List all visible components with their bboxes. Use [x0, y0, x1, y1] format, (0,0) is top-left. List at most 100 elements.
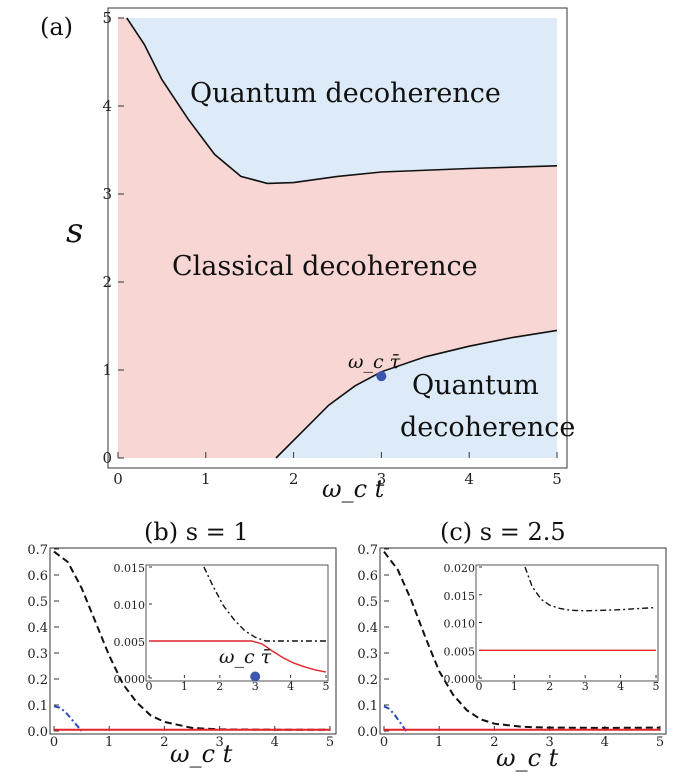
panel-b-ytick-label: 0.5: [27, 595, 48, 610]
panel-b-inset-ytick-label: 0.005: [114, 636, 146, 649]
panel-a-tau-marker: [376, 371, 387, 382]
panel-b-inset-series-0: [203, 566, 326, 642]
panel-b-ytick-label: 0.3: [27, 647, 48, 662]
panel-c-inset-xtick-label: 1: [511, 680, 518, 693]
panel-b-inset-ticks: 0 1 2 3 4 5 0.000 0.005 0.010 0.015: [114, 562, 330, 693]
panel-b-ytick-label: 0.0: [27, 725, 48, 740]
panel-a-xtick-label: 4: [464, 470, 474, 488]
panel-a-label: (a): [40, 13, 73, 41]
panel-a-xtick-label: 3: [377, 470, 387, 488]
panel-a-ytick-label: 1: [102, 361, 112, 379]
panel-c-xlabel: ω_c t: [496, 744, 559, 772]
panel-c-inset-ytick-label: 0.015: [444, 590, 476, 603]
panel-c-ytick-label: 0.6: [357, 569, 378, 584]
panel-a-ytick-label: 0: [102, 449, 112, 467]
panel-b: (b) s = 1 0 1 2 3 4 5 0.0 0.1 0.2 0.3 0.4 0.5 0.6 0.7…: [27, 518, 337, 768]
panel-a-upper-boundary: [126, 17, 558, 185]
panel-b-xlabel: ω_c t: [170, 740, 233, 768]
region-label-upper: Quantum decoherence: [190, 78, 501, 109]
panel-b-tau-marker: [250, 671, 261, 682]
panel-c-title: (c) s = 2.5: [440, 518, 566, 546]
panel-b-ticks: 0 1 2 3 4 5 0.0 0.1 0.2 0.3 0.4 0.5 0.6 0.7: [27, 543, 334, 750]
panel-a-xtick-label: 5: [552, 470, 562, 488]
region-label-middle: Classical decoherence: [172, 251, 478, 282]
panel-c-ytick-label: 0.5: [357, 595, 378, 610]
panel-c-xtick-label: 4: [601, 735, 609, 750]
panel-a-ticks: 0 1 2 3 4 5 0 1 2 3 4 5: [102, 9, 561, 488]
panel-b-ytick-label: 0.2: [27, 673, 48, 688]
panel-c-inset-ytick-label: 0.005: [444, 645, 476, 658]
panel-c-inset-ticks: 0 1 2 3 4 5 0.000 0.005 0.010 0.015 0.020: [444, 562, 660, 693]
panel-c-inset-ytick-label: 0.010: [444, 618, 476, 631]
panel-c-inset-xtick-label: 3: [582, 680, 589, 693]
panel-c-xtick-label: 5: [656, 735, 664, 750]
panel-c-inset-series: [479, 566, 657, 651]
panel-c-inset-frame: [475, 564, 659, 682]
panel-b-ytick-label: 0.4: [27, 621, 48, 636]
panel-c-xtick-label: 2: [490, 735, 498, 750]
panel-c: (c) s = 2.5 0 1 2 3 4 50.00.10.20.30.40.50.60…: [357, 518, 667, 772]
panel-b-xtick-label: 5: [326, 735, 334, 750]
panel-c-inset-xtick-label: 2: [546, 680, 553, 693]
panel-b-ytick-label: 0.1: [27, 699, 48, 714]
panel-a-marker-label: ω_c τ̄: [348, 351, 401, 373]
region-label-lower-line2: decoherence: [400, 412, 575, 443]
panel-b-inset-xtick-label: 2: [216, 680, 223, 693]
panel-a-ytick-label: 5: [102, 9, 112, 27]
panel-b-inset-ytick-label: 0.000: [114, 673, 146, 686]
panel-b-xtick-label: 1: [105, 735, 113, 750]
panel-c-inset-xtick-label: 5: [653, 680, 660, 693]
panel-c-ytick-label: 0.1: [357, 699, 378, 714]
panel-a-xtick-label: 0: [113, 470, 123, 488]
panel-c-inset-ytick-label: 0.000: [444, 673, 476, 686]
panel-c-inset-xtick-label: 4: [617, 680, 624, 693]
panel-b-inset-series-1: [149, 640, 327, 673]
panel-c-ticks: 0 1 2 3 4 5 0.0 0.1 0.2 0.3 0.4 0.5 0.6 0.7: [357, 543, 664, 750]
panel-c-series-1: [383, 705, 407, 732]
region-label-lower-line1: Quantum: [412, 370, 539, 401]
panel-b-xtick-label: 3: [215, 735, 223, 750]
panel-b-ytick-label: 0.7: [27, 543, 48, 558]
panel-a-region-quantum-upper: [126, 18, 558, 184]
panel-b-inset-xtick-label: 4: [287, 680, 294, 693]
panel-a-ytick-label: 3: [102, 185, 112, 203]
panel-b-series: [53, 550, 330, 732]
panel-a-xtick-label: 2: [289, 470, 299, 488]
panel-b-inset-series: [149, 566, 327, 673]
panel-a-region-quantum-lower: [276, 330, 557, 458]
panel-b-title: (b) s = 1: [144, 518, 249, 546]
panel-b-xtick-label: 2: [160, 735, 168, 750]
panel-a-ytick-label: 4: [102, 97, 112, 115]
panel-b-inset-xtick-label: 1: [181, 680, 188, 693]
panel-a-ytick-label: 2: [102, 273, 112, 291]
panel-c-xtick-label: 1: [435, 735, 443, 750]
panel-a: 0 1 2 3 4 5 0 1 2 3 4 5 (a) s ω_c t Quantum decoher…: [40, 7, 575, 503]
panel-c-inset-ytick-label: 0.020: [444, 562, 476, 575]
panel-c-ytick-label: 0.2: [357, 673, 378, 688]
panel-a-xlabel: ω_c t: [322, 475, 385, 503]
panel-c-ytick-label: 0.3: [357, 647, 378, 662]
panel-c-ytick-label: 0.0: [357, 725, 378, 740]
panel-c-ytick-label: 0.7: [357, 543, 378, 558]
panel-b-inset-ytick-label: 0.015: [114, 562, 146, 575]
panel-b-inset-ytick-label: 0.010: [114, 599, 146, 612]
panel-b-marker-label: ω_c τ̄: [219, 646, 272, 668]
panel-c-inset-xtick-label: 0: [476, 680, 483, 693]
panel-c-series-0: [383, 550, 661, 729]
panel-c-xtick-label: 3: [545, 735, 553, 750]
panel-b-series-1: [53, 705, 83, 732]
panel-b-inset-xtick-label: 3: [252, 680, 259, 693]
panel-b-inset-xtick-label: 0: [146, 680, 153, 693]
panel-b-xtick-label: 4: [271, 735, 279, 750]
panel-a-xtick-label: 1: [201, 470, 211, 488]
panel-c-ytick-label: 0.4: [357, 621, 378, 636]
panel-c-series: [383, 550, 661, 732]
panel-a-ylabel: s: [66, 211, 83, 251]
panel-c-xtick-label: 0: [380, 735, 388, 750]
panel-a-frame: [107, 7, 568, 469]
panel-b-ytick-label: 0.6: [27, 569, 48, 584]
panel-c-inset-series-0: [524, 566, 657, 612]
panel-b-inset-xtick-label: 5: [323, 680, 330, 693]
panel-b-xtick-label: 0: [50, 735, 58, 750]
